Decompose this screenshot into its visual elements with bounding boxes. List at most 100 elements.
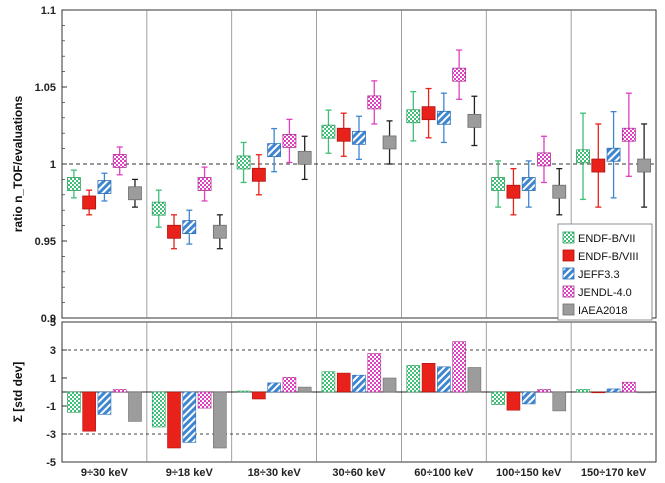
sigma-bar — [552, 391, 567, 412]
sigma-bar — [252, 391, 266, 400]
sigma-bar — [622, 381, 636, 393]
legend-swatch — [562, 285, 575, 298]
ratio-point — [606, 147, 621, 162]
ratio-ytick-label: 0.9 — [41, 313, 56, 325]
ratio-point — [576, 149, 590, 164]
sigma-bar — [576, 389, 590, 393]
ratio-point — [521, 177, 536, 191]
sigma-ytick-label: -1 — [46, 401, 56, 413]
ratio-point — [251, 167, 266, 182]
sigma-bar — [452, 341, 466, 393]
sigma-bar — [352, 374, 366, 393]
ratio-point — [297, 150, 312, 165]
sigma-bar — [236, 390, 251, 393]
ratio-ytick-label: 0.95 — [35, 236, 56, 248]
sigma-y-axis-label: Σ [std dev] — [11, 362, 25, 423]
sigma-bar — [213, 391, 227, 449]
ratio-point — [491, 177, 506, 191]
ratio-point — [112, 154, 127, 168]
sigma-bar — [421, 362, 436, 393]
legend-swatch — [562, 231, 575, 244]
sigma-bar — [491, 391, 505, 405]
ratio-point — [467, 113, 482, 128]
legend-label: JEFF3.3 — [578, 269, 620, 281]
ratio-point — [352, 130, 366, 145]
sigma-bar — [437, 366, 451, 393]
category-label: 100÷150 keV — [496, 467, 562, 479]
sigma-bar — [67, 391, 81, 413]
ratio-point — [452, 67, 467, 82]
ratio-point — [436, 110, 451, 125]
legend-swatch — [562, 267, 575, 280]
ratio-ytick-label: 1.05 — [35, 82, 56, 94]
sigma-ytick-label: 1 — [50, 373, 56, 385]
sigma-bar — [321, 371, 336, 393]
sigma-bar — [112, 389, 127, 393]
sigma-ytick-label: 3 — [50, 345, 56, 357]
category-label: 60÷100 keV — [414, 467, 474, 479]
ratio-point — [336, 127, 351, 142]
ratio-point — [182, 220, 197, 235]
ratio-point — [167, 224, 181, 239]
legend: ENDF-B/VII ENDF-B/VIII JEFF3.3 JENDL-4.0 IAE… — [557, 223, 653, 321]
ratio-point — [128, 186, 142, 201]
sigma-bar — [406, 365, 421, 393]
ratio-point — [537, 152, 551, 167]
sigma-bar — [297, 386, 312, 393]
sigma-ytick-label: -5 — [46, 457, 56, 469]
sigma-panel: -5 -3 -1 1 3 5 Σ [std dev] — [11, 317, 657, 469]
ratio-ytick-label: 1.1 — [41, 5, 56, 17]
category-label: 9÷30 keV — [81, 467, 129, 479]
sigma-bar — [467, 367, 482, 393]
sigma-bar — [167, 391, 181, 449]
ratio-point — [591, 158, 606, 173]
sigma-bar — [267, 382, 281, 393]
sigma-bar — [128, 391, 142, 422]
ratio-point — [637, 158, 652, 173]
legend-label: ENDF-B/VIII — [578, 251, 639, 263]
legend-swatch — [562, 303, 575, 316]
sigma-bar — [197, 391, 212, 409]
sigma-bar — [336, 372, 351, 393]
sigma-ytick-label: 5 — [50, 317, 56, 329]
ratio-point — [197, 177, 212, 191]
sigma-bar — [82, 391, 96, 432]
sigma-bar — [182, 391, 197, 443]
category-labels: 9÷30 keV 9÷18 keV 18÷30 keV 30÷60 keV 60÷100… — [81, 467, 647, 479]
sigma-bar — [367, 353, 382, 393]
ratio-ytick-label: 1 — [50, 159, 56, 171]
ratio-point — [267, 143, 282, 158]
ratio-point — [236, 155, 251, 170]
legend-swatch — [562, 249, 575, 262]
ratio-point — [282, 133, 297, 148]
ratio-point — [367, 95, 382, 110]
ratio-point — [621, 127, 636, 142]
sigma-bar — [606, 388, 621, 393]
sigma-bar — [151, 391, 166, 428]
sigma-bar — [97, 391, 112, 415]
sigma-bar — [537, 389, 551, 393]
ratio-y-axis-label: ratio n_TOF/evaluations — [11, 95, 25, 232]
ratio-point — [321, 124, 336, 139]
sigma-bar — [521, 391, 536, 405]
sigma-bar — [591, 391, 606, 394]
ratio-point — [212, 224, 227, 239]
ratio-point — [97, 180, 112, 195]
category-label: 18÷30 keV — [248, 467, 302, 479]
ratio-point — [506, 184, 521, 199]
category-label: 30÷60 keV — [332, 467, 386, 479]
ratio-point — [552, 184, 567, 199]
category-label: 9÷18 keV — [166, 467, 214, 479]
ratio-panel: 0.9 0.95 1 1.05 1.1 ratio n_TOF/evaluations — [11, 5, 657, 325]
legend-label: IAEA2018 — [578, 305, 628, 317]
ratio-point — [82, 195, 97, 210]
sigma-bar — [282, 376, 297, 393]
legend-label: JENDL-4.0 — [578, 287, 632, 299]
category-label: 150÷170 keV — [581, 467, 647, 479]
ratio-point — [151, 201, 166, 216]
ratio-point — [406, 109, 421, 124]
ratio-point — [382, 135, 397, 150]
ratio-point — [66, 177, 81, 191]
sigma-bar — [506, 391, 521, 411]
